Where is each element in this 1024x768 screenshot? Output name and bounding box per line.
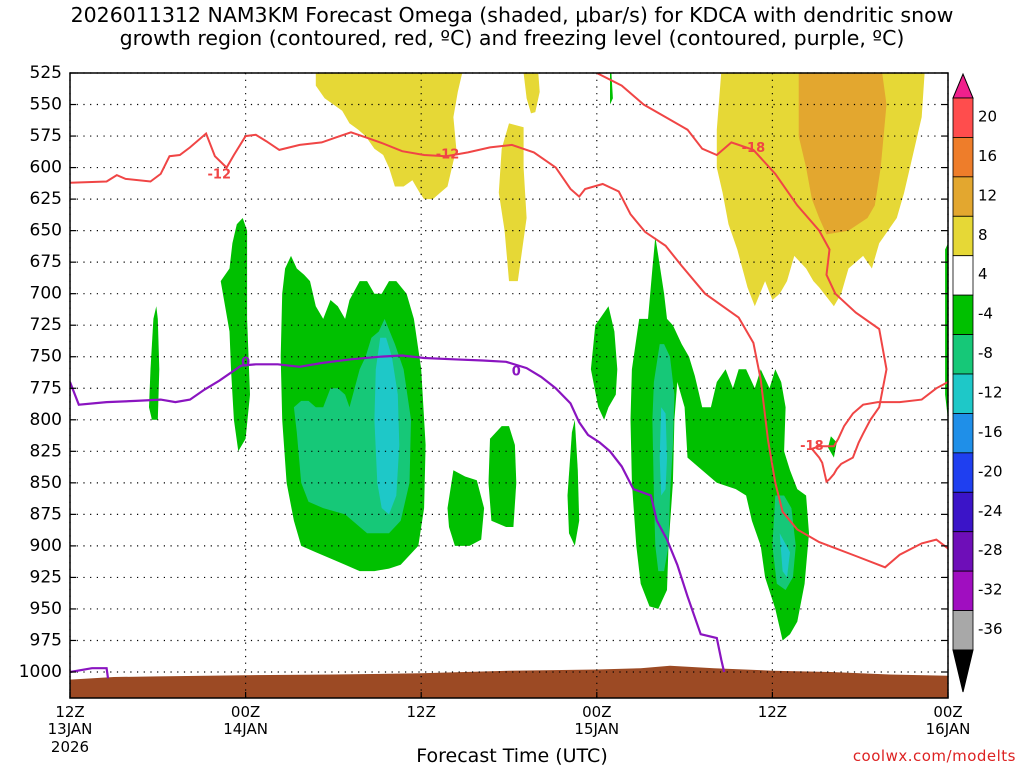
contour-label-freezing-b: 0 xyxy=(512,364,521,379)
y-tick-label-850: 850 xyxy=(30,473,62,493)
plot-frame xyxy=(69,72,949,699)
colorbar-label-6: -8 xyxy=(978,344,993,362)
x-tick-label-36: 00Z xyxy=(582,703,611,721)
y-tick-label-750: 750 xyxy=(30,347,62,367)
colorbar-swatch-13 xyxy=(952,610,974,651)
contour-freezing-bottom xyxy=(70,667,110,679)
x-axis-label: Forecast Time (UTC) xyxy=(416,745,608,767)
x-tick-sub-36: 15JAN xyxy=(574,720,619,738)
omega-region-17 xyxy=(779,533,790,578)
omega-region-4 xyxy=(798,73,887,235)
x-tick-label-24: 12Z xyxy=(407,703,436,721)
omega-region-14 xyxy=(630,236,809,641)
contour-lines: -12 -12 -18 -18 0 0 xyxy=(70,73,948,679)
omega-region-13 xyxy=(590,306,618,420)
colorbar-label-0: 20 xyxy=(978,108,997,126)
contour-freezing xyxy=(70,354,726,673)
x-tick-sub-0: 13JAN xyxy=(48,720,93,738)
omega-region-2 xyxy=(498,123,527,282)
omega-region-5 xyxy=(220,218,250,452)
colorbar-bottom-arrow xyxy=(952,649,974,693)
omega-region-1 xyxy=(523,73,540,114)
colorbar-swatch-11 xyxy=(952,531,974,572)
colorbar-swatch-10 xyxy=(952,491,974,533)
y-tick-label-825: 825 xyxy=(30,441,62,461)
y-tick-label-900: 900 xyxy=(30,536,62,556)
y-tick-label-950: 950 xyxy=(30,599,62,619)
omega-region-6 xyxy=(149,306,160,420)
x-tick-sub-60: 16JAN xyxy=(926,720,971,738)
colorbar-swatch-0 xyxy=(952,97,974,138)
colorbar-label-4: 4 xyxy=(978,265,988,283)
credit-text: coolwx.com/modelts xyxy=(852,747,1016,765)
y-tick-label-725: 725 xyxy=(30,315,62,335)
contour-label-minus12-a: -12 xyxy=(208,168,232,183)
x-tick-label-0: 12Z xyxy=(55,703,84,721)
y-tick-label-650: 650 xyxy=(30,221,62,241)
terrain-fill xyxy=(70,665,948,698)
colorbar-top-arrow xyxy=(952,72,974,99)
contour-label-minus18-a: -18 xyxy=(742,141,766,156)
y-tick-label-625: 625 xyxy=(30,189,62,209)
x-tick-label-48: 12Z xyxy=(758,703,787,721)
colorbar-label-8: -16 xyxy=(978,423,1003,441)
colorbar-label-1: 16 xyxy=(978,147,997,165)
y-tick-label-700: 700 xyxy=(30,284,62,304)
x-tick-label-12: 00Z xyxy=(231,703,260,721)
colorbar-label-11: -28 xyxy=(978,541,1003,559)
contour-minus18 xyxy=(596,73,948,484)
y-tick-label-925: 925 xyxy=(30,567,62,587)
omega-region-10 xyxy=(488,426,517,527)
y-tick-label-1000: 1000 xyxy=(19,662,62,682)
contour-label-freezing-a: 0 xyxy=(241,356,250,371)
colorbar-swatch-2 xyxy=(952,176,974,217)
terrain-polygon xyxy=(70,665,948,698)
colorbar-swatch-7 xyxy=(952,373,974,414)
colorbar-swatch-12 xyxy=(952,570,974,611)
y-tick-label-575: 575 xyxy=(30,126,62,146)
colorbar-swatch-3 xyxy=(952,215,974,257)
contour-label-minus18-b: -18 xyxy=(800,439,824,454)
contour-minus12 xyxy=(70,131,948,569)
colorbar-label-7: -12 xyxy=(978,384,1003,402)
y-tick-label-525: 525 xyxy=(30,63,62,83)
colorbar-swatch-4 xyxy=(952,255,974,296)
y-tick-label-975: 975 xyxy=(30,630,62,650)
omega-region-9 xyxy=(374,337,400,515)
colorbar-label-3: 8 xyxy=(978,226,988,244)
y-axis-ticks: 525 550 575 600 625 650 675 700 725 750 775 800 825 8… xyxy=(19,63,948,682)
y-tick-label-600: 600 xyxy=(30,158,62,178)
colorbar-swatch-1 xyxy=(952,137,974,178)
colorbar: 20 16 12 8 4 -4 -8 -12 -16 -20 -24 -28 -32 -36 xyxy=(952,72,1003,693)
colorbar-swatch-9 xyxy=(952,452,974,493)
omega-region-11 xyxy=(447,470,485,546)
y-tick-label-550: 550 xyxy=(30,95,62,115)
y-tick-label-800: 800 xyxy=(30,410,62,430)
colorbar-label-10: -24 xyxy=(978,502,1003,520)
colorbar-label-13: -36 xyxy=(978,620,1003,638)
x-tick-sub-12: 14JAN xyxy=(223,720,268,738)
colorbar-swatch-6 xyxy=(952,334,974,375)
omega-region-20 xyxy=(610,73,613,105)
colorbar-label-5: -4 xyxy=(978,305,993,323)
colorbar-label-9: -20 xyxy=(978,462,1003,480)
y-tick-label-675: 675 xyxy=(30,252,62,272)
contour-label-minus12-b: -12 xyxy=(436,147,460,162)
y-tick-label-875: 875 xyxy=(30,504,62,524)
x-tick-label-60: 00Z xyxy=(933,703,962,721)
colorbar-label-12: -32 xyxy=(978,581,1003,599)
chart-title: 2026011312 NAM3KM Forecast Omega (shaded… xyxy=(70,3,954,50)
colorbar-label-2: 12 xyxy=(978,186,997,204)
colorbar-swatch-5 xyxy=(952,294,974,335)
colorbar-swatch-8 xyxy=(952,413,974,454)
y-tick-label-775: 775 xyxy=(30,378,62,398)
x-tick-sub2-0: 2026 xyxy=(51,738,89,756)
omega-region-18 xyxy=(659,407,667,496)
